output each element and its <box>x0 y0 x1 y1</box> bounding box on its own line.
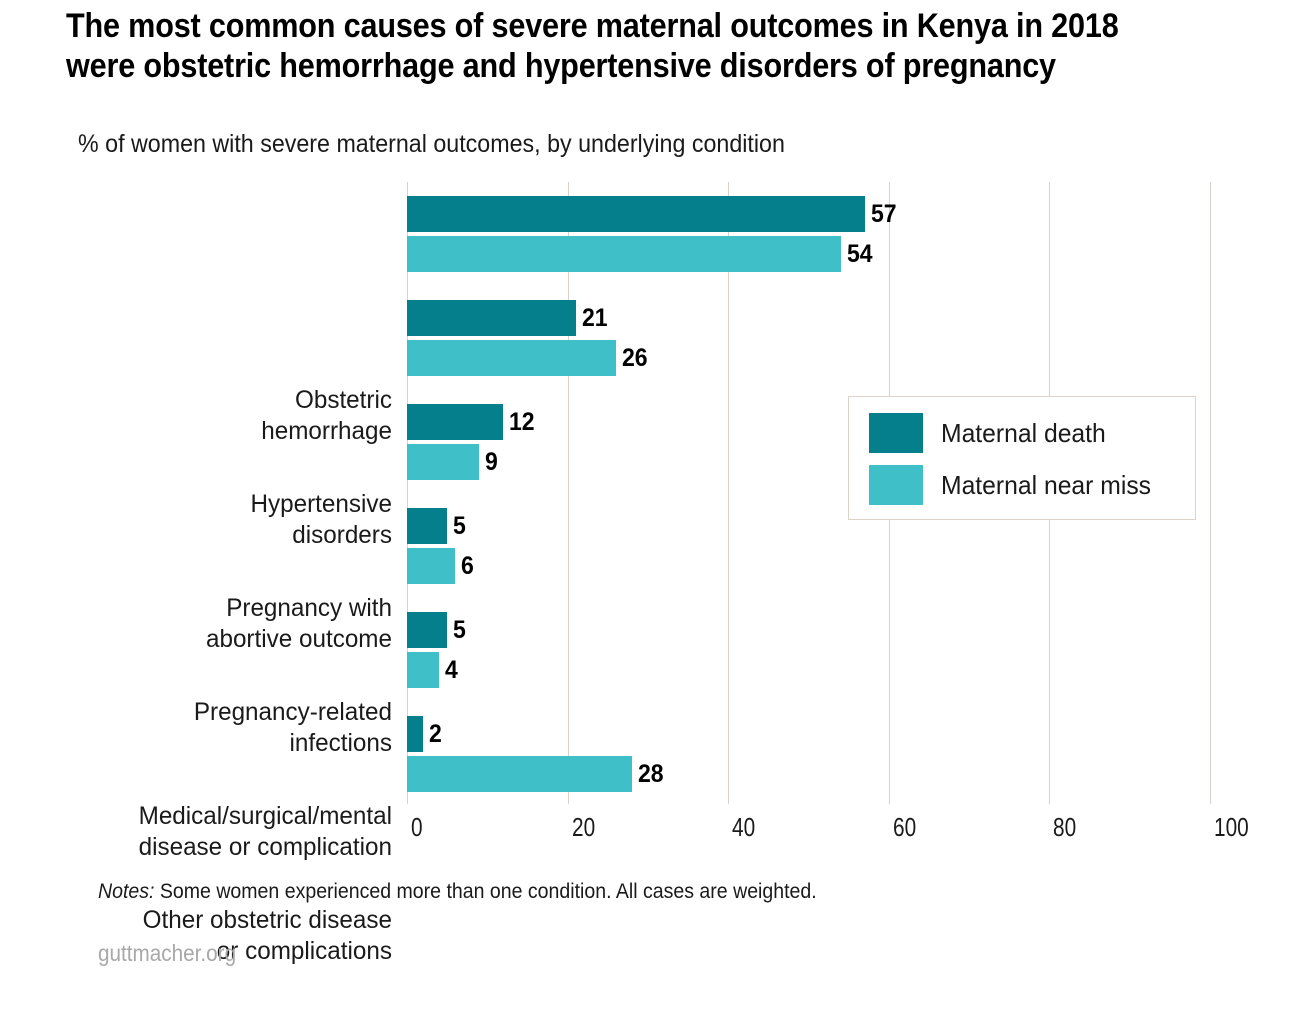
bar-value-label: 26 <box>621 343 648 372</box>
category-label: Pregnancy-related infections <box>193 698 392 757</box>
bar-value-label: 28 <box>637 759 664 788</box>
bar-maternal-near-miss[interactable] <box>407 652 440 688</box>
bar-row: 5 <box>407 508 467 544</box>
bar-row: 5 <box>407 612 467 648</box>
bar-row: 9 <box>407 444 499 480</box>
category-label: Pregnancy with abortive outcome <box>205 594 392 653</box>
plot-area: 57 54 21 26 12 9 5 6 5 4 2 28 <box>407 182 1211 804</box>
bar-maternal-death[interactable] <box>407 196 865 232</box>
bar-value-label: 54 <box>846 239 873 268</box>
legend-item-maternal-death[interactable]: Maternal death <box>869 413 1114 453</box>
legend-item-maternal-near-miss[interactable]: Maternal near miss <box>869 465 1162 505</box>
source-attribution: guttmacher.org <box>98 940 237 966</box>
bar-maternal-near-miss[interactable] <box>407 756 632 792</box>
bar-maternal-near-miss[interactable] <box>407 444 480 480</box>
bar-maternal-near-miss[interactable] <box>407 548 456 584</box>
bar-value-label: 5 <box>453 511 466 540</box>
gridline <box>1210 182 1211 804</box>
category-label: Hypertensive disorders <box>250 490 392 549</box>
bar-group: 57 54 <box>407 196 1300 272</box>
chart-legend: Maternal death Maternal near miss <box>848 396 1196 520</box>
bar-row: 12 <box>407 404 537 440</box>
gridline <box>567 182 569 804</box>
bar-maternal-death[interactable] <box>407 508 448 544</box>
bar-value-label: 9 <box>485 447 499 476</box>
y-axis-category-labels: Obstetric hemorrhage Hypertensive disorde… <box>2 182 392 965</box>
x-axis-tick: 40 <box>732 812 756 842</box>
bar-value-label: 6 <box>461 551 474 580</box>
bar-group: 12 9 <box>407 404 1300 480</box>
bar-group: 21 26 <box>407 300 1300 376</box>
legend-item-label: Maternal near miss <box>941 469 1152 500</box>
gridline <box>407 182 408 804</box>
legend-swatch-icon <box>869 413 923 453</box>
bar-value-label: 12 <box>509 407 535 436</box>
bar-row: 2 <box>407 716 443 752</box>
notes-text: Some women experienced more than one con… <box>154 880 817 903</box>
bar-group: 2 28 <box>407 716 1300 792</box>
x-axis-tick: 20 <box>571 812 595 842</box>
bar-row: 6 <box>407 548 475 584</box>
x-axis-tick: 60 <box>892 812 916 842</box>
x-axis-tick: 100 <box>1214 812 1249 842</box>
bar-maternal-death[interactable] <box>407 404 504 440</box>
bar-value-label: 21 <box>581 303 608 332</box>
bar-row: 4 <box>407 652 459 688</box>
legend-swatch-icon <box>869 465 923 505</box>
bar-value-label: 5 <box>453 615 466 644</box>
bar-row: 57 <box>407 196 899 232</box>
bar-row: 54 <box>407 236 874 272</box>
x-axis-tick: 0 <box>411 812 423 842</box>
bar-groups: 57 54 21 26 12 9 5 6 5 4 2 28 <box>407 182 1300 804</box>
bar-maternal-death[interactable] <box>407 300 576 336</box>
legend-item-label: Maternal death <box>941 417 1106 448</box>
bar-maternal-near-miss[interactable] <box>407 236 841 272</box>
chart-subtitle: % of women with severe maternal outcomes… <box>78 130 785 158</box>
category-label: Other obstetric disease or complications <box>142 906 392 965</box>
bar-row: 21 <box>407 300 609 336</box>
bar-maternal-death[interactable] <box>407 716 424 752</box>
gridline <box>728 182 730 804</box>
category-label: Medical/surgical/mental disease or compl… <box>138 802 392 861</box>
bar-maternal-near-miss[interactable] <box>407 340 616 376</box>
bar-value-label: 4 <box>445 655 458 684</box>
bar-row: 26 <box>407 340 650 376</box>
bar-maternal-death[interactable] <box>407 612 448 648</box>
bar-row: 28 <box>407 756 666 792</box>
category-label: Obstetric hemorrhage <box>261 386 392 445</box>
bar-value-label: 2 <box>429 719 442 748</box>
bar-value-label: 57 <box>870 199 897 228</box>
chart-title: The most common causes of severe materna… <box>66 7 1119 85</box>
chart-notes: Notes: Some women experienced more than … <box>98 880 817 904</box>
notes-label: Notes: <box>98 880 155 903</box>
x-axis-tick: 80 <box>1053 812 1077 842</box>
